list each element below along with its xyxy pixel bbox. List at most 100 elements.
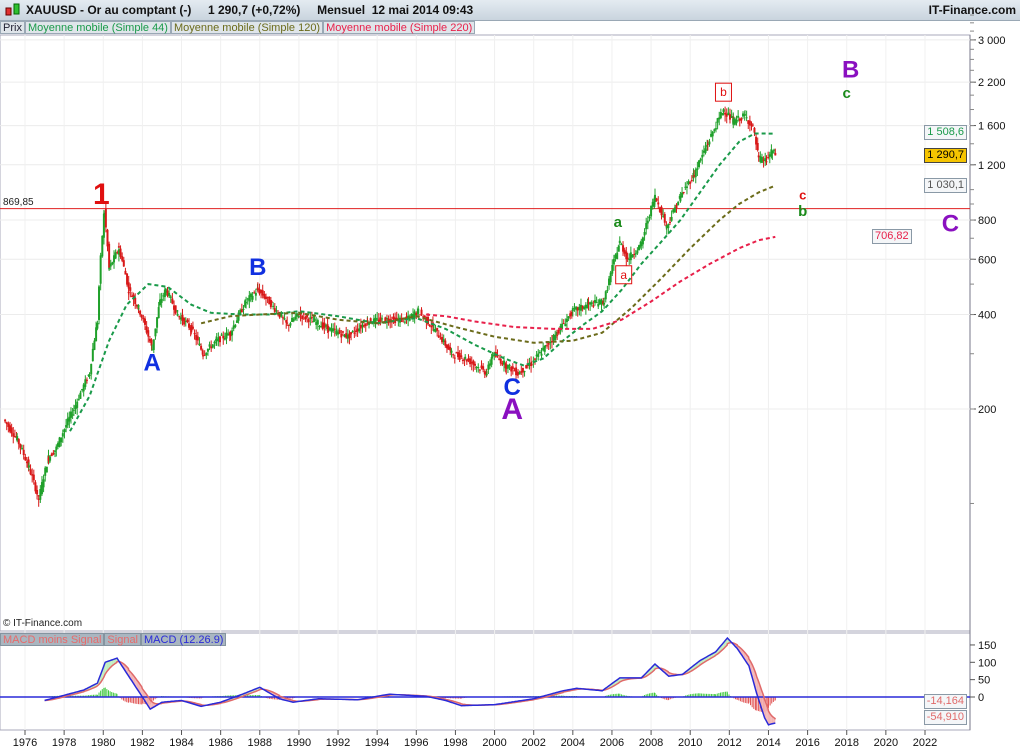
price-candle: [547, 343, 550, 345]
price-candle: [40, 482, 43, 495]
price-candle: [307, 319, 310, 323]
price-candle: [337, 332, 340, 335]
price-candle: [201, 350, 204, 355]
wave-label: b: [720, 85, 727, 99]
legend-ma220[interactable]: Moyenne mobile (Simple 220): [323, 21, 476, 34]
price-candle: [13, 436, 16, 438]
price-candle: [200, 345, 203, 350]
price-candle: [341, 331, 344, 333]
legend-ma120[interactable]: Moyenne mobile (Simple 120): [170, 21, 324, 34]
x-tick-label: 2020: [874, 737, 898, 749]
wave-label: a: [614, 214, 623, 231]
x-tick-label: 1998: [443, 737, 467, 749]
price-candle: [604, 291, 607, 300]
price-candle: [160, 298, 163, 303]
price-candle: [351, 331, 354, 333]
price-candle: [239, 309, 242, 315]
price-candle: [728, 114, 731, 120]
price-candle: [392, 316, 395, 319]
ma44-line: [69, 132, 776, 432]
price-candle: [768, 154, 771, 157]
legend-macd[interactable]: MACD (12.26.9): [141, 633, 227, 646]
price-candle: [646, 220, 649, 224]
x-tick-label: 2002: [521, 737, 545, 749]
price-candle: [450, 350, 453, 353]
y-tick-label: 800: [978, 215, 996, 227]
price-candle: [348, 333, 351, 339]
price-candle: [4, 419, 7, 422]
price-candle: [542, 347, 545, 351]
price-candle: [158, 299, 161, 306]
price-candle: [203, 354, 206, 356]
price-candle: [272, 305, 275, 307]
price-candle: [733, 118, 736, 125]
symbol-title: XAUUSD - Or au comptant (-) 1 290,7 (+0,…: [26, 3, 474, 17]
price-candle: [631, 254, 634, 258]
price-candle: [403, 321, 406, 323]
price-candle: [765, 161, 768, 163]
price-candle: [195, 334, 198, 341]
price-candle: [306, 314, 309, 318]
price-candle: [82, 384, 85, 392]
price-candle: [437, 335, 440, 338]
x-tick-label: 1978: [52, 737, 76, 749]
price-candle: [109, 263, 112, 267]
price-candle: [124, 270, 127, 275]
price-candle: [343, 334, 346, 338]
price-candle: [740, 118, 743, 121]
price-candle: [210, 346, 213, 349]
price-candle: [275, 310, 278, 312]
price-candle: [520, 371, 523, 373]
price-candle: [561, 323, 564, 329]
price-candle: [460, 355, 463, 357]
price-candle: [254, 292, 257, 296]
price-candle: [246, 298, 249, 300]
price-candle: [7, 423, 10, 427]
price-candle: [760, 157, 763, 163]
price-candle: [174, 305, 177, 314]
price-candle: [515, 367, 518, 376]
price-candle: [660, 206, 663, 216]
price-candle: [315, 321, 318, 325]
price-candle: [578, 306, 581, 310]
price-candle: [231, 330, 234, 336]
macd-hist-tag: -14,164: [923, 694, 967, 709]
price-candle: [227, 333, 230, 336]
price-candle: [620, 244, 623, 246]
price-candle: [260, 289, 263, 293]
x-tick-label: 1990: [287, 737, 311, 749]
price-candle: [618, 240, 621, 244]
ma120-value-tag: 1 030,1: [924, 178, 967, 193]
price-candle: [774, 152, 777, 156]
price-candle: [617, 245, 620, 252]
price-candle: [291, 317, 294, 323]
price-candle: [485, 373, 488, 375]
price-candle: [681, 192, 684, 198]
price-candle: [713, 129, 716, 131]
price-candle: [439, 338, 442, 340]
price-candle: [562, 323, 565, 325]
macd-line: [44, 636, 776, 726]
x-tick-label: 2014: [756, 737, 780, 749]
price-candle: [242, 308, 245, 310]
legend-ma44[interactable]: Moyenne mobile (Simple 44): [24, 21, 171, 34]
price-candle: [309, 317, 312, 320]
price-candle: [672, 209, 675, 213]
price-candle: [623, 249, 626, 254]
wave-label-box: [615, 265, 633, 285]
legend-price[interactable]: Prix: [0, 21, 25, 34]
price-candle: [690, 179, 693, 181]
price-candle: [350, 332, 353, 335]
legend-macd-hist[interactable]: MACD moins Signal: [0, 633, 105, 646]
price-candle: [12, 433, 15, 437]
price-candle: [586, 304, 589, 309]
price-candle: [143, 318, 146, 325]
price-candle: [63, 429, 66, 433]
price-candle: [415, 313, 418, 316]
price-candle: [312, 321, 315, 323]
legend-macd-signal[interactable]: Signal: [104, 633, 141, 646]
price-candle: [163, 289, 166, 298]
price-candle: [410, 313, 413, 316]
price-candle: [535, 354, 538, 357]
